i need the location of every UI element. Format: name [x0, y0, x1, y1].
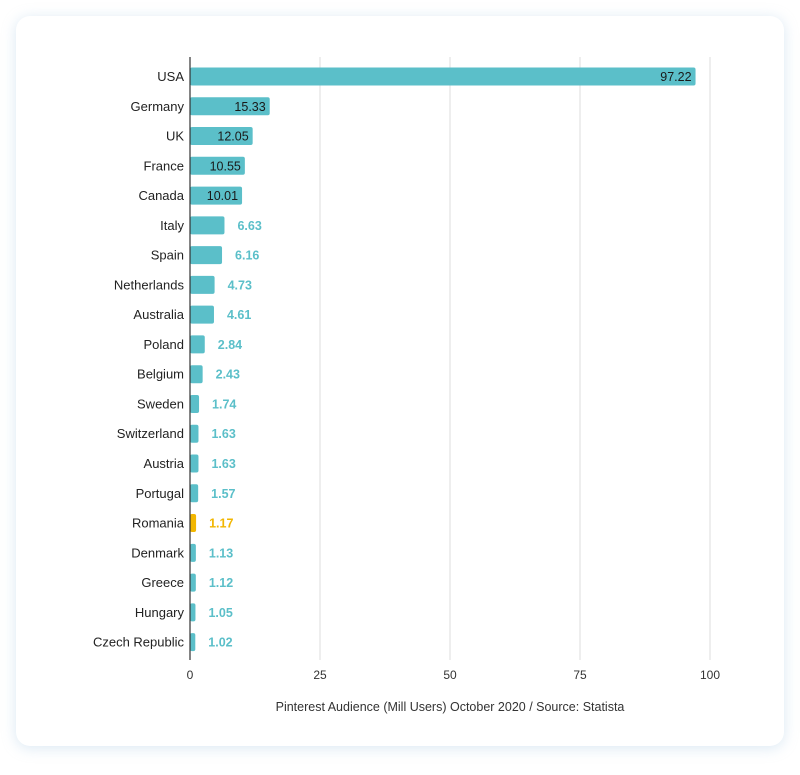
category-label: France — [144, 158, 184, 173]
bar — [190, 543, 196, 562]
category-label: Hungary — [135, 605, 185, 620]
value-label: 10.01 — [207, 189, 238, 203]
value-label: 6.63 — [237, 219, 261, 233]
bars — [190, 67, 696, 652]
category-label: Germany — [131, 99, 185, 114]
value-label: 2.43 — [216, 368, 240, 382]
bar — [190, 484, 199, 503]
value-label: 1.63 — [211, 427, 235, 441]
value-label: 6.16 — [235, 249, 259, 263]
bar — [190, 424, 199, 443]
category-label: Sweden — [137, 396, 184, 411]
bar — [190, 97, 270, 116]
x-tick-label: 50 — [443, 668, 457, 682]
x-axis-label: Pinterest Audience (Mill Users) October … — [276, 700, 625, 714]
bar — [190, 67, 696, 86]
x-tick-label: 100 — [700, 668, 720, 682]
category-label: Spain — [151, 248, 184, 263]
bar — [190, 633, 196, 652]
bar — [190, 603, 196, 622]
bar — [190, 216, 225, 235]
bar — [190, 394, 200, 413]
value-label: 12.05 — [217, 130, 248, 144]
category-label: Netherlands — [114, 277, 185, 292]
value-label: 2.84 — [218, 338, 242, 352]
bar — [190, 454, 199, 473]
category-label: Poland — [144, 337, 184, 352]
category-label: Belgium — [137, 367, 184, 382]
bar — [190, 127, 253, 146]
bar — [190, 573, 196, 592]
grid-lines — [319, 57, 711, 660]
value-label: 97.22 — [660, 70, 691, 84]
value-label: 1.74 — [212, 397, 236, 411]
bar — [190, 514, 197, 533]
value-label: 1.17 — [209, 517, 233, 531]
x-tick-label: 25 — [313, 668, 327, 682]
bar — [190, 246, 223, 265]
value-label: 1.57 — [211, 487, 235, 501]
bar — [190, 156, 245, 175]
category-label: Portugal — [136, 486, 185, 501]
value-labels: 97.22 15.33 12.05 10.55 10.01 6.63 6.16 4.73 4.6… — [207, 70, 692, 650]
category-label: Romania — [132, 516, 185, 531]
bar — [190, 305, 214, 324]
value-label: 1.12 — [209, 576, 233, 590]
value-label: 15.33 — [234, 100, 265, 114]
value-label: 1.02 — [208, 636, 232, 650]
bar — [190, 335, 205, 354]
category-label: Greece — [141, 575, 184, 590]
x-tick-labels: 0 25 50 75 100 — [187, 668, 721, 682]
chart-card — [16, 16, 784, 746]
category-labels: USA Germany UK France Canada Italy Spain Nether… — [93, 69, 185, 650]
category-label: Austria — [144, 456, 185, 471]
category-label: Czech Republic — [93, 635, 185, 650]
value-label: 1.63 — [211, 457, 235, 471]
value-label: 4.73 — [228, 278, 252, 292]
category-label: Switzerland — [117, 426, 184, 441]
bar — [190, 186, 243, 205]
value-label: 4.61 — [227, 308, 251, 322]
category-label: UK — [166, 129, 184, 144]
category-label: Australia — [133, 307, 184, 322]
value-label: 10.55 — [210, 159, 241, 173]
x-tick-label: 75 — [573, 668, 587, 682]
category-label: Italy — [160, 218, 184, 233]
x-tick-label: 0 — [187, 668, 194, 682]
category-label: USA — [157, 69, 184, 84]
value-label: 1.13 — [209, 546, 233, 560]
bar — [190, 365, 203, 384]
category-label: Canada — [138, 188, 184, 203]
category-label: Denmark — [131, 545, 184, 560]
value-label: 1.05 — [208, 606, 232, 620]
bar — [190, 275, 215, 294]
